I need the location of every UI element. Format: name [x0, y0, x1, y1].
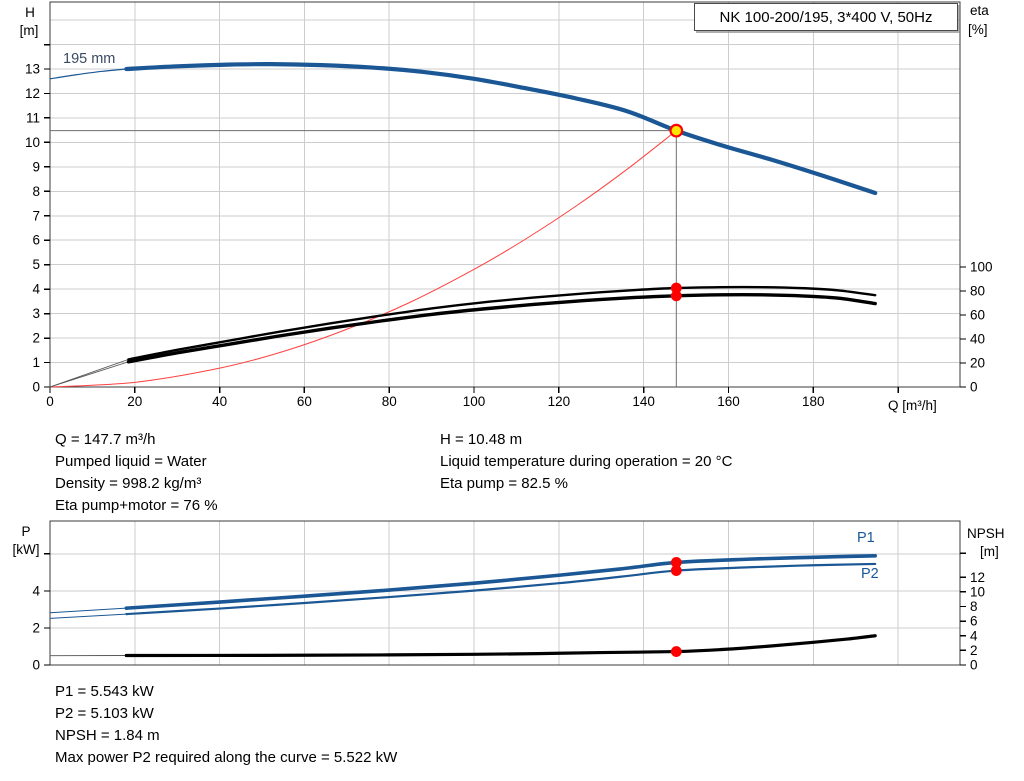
svg-text:12: 12	[25, 86, 40, 101]
svg-text:7: 7	[32, 208, 40, 223]
info-h: H = 10.48 m	[440, 431, 523, 448]
svg-text:3: 3	[32, 306, 40, 321]
svg-text:8: 8	[32, 184, 40, 199]
qh-curve	[124, 62, 878, 196]
info-eta-pump-motor: Eta pump+motor = 76 %	[55, 497, 218, 514]
svg-text:11: 11	[26, 110, 40, 125]
svg-text:80: 80	[970, 284, 985, 299]
p2-curve	[125, 562, 877, 616]
p1-curve-thin	[49, 607, 127, 614]
svg-text:4: 4	[32, 282, 40, 297]
svg-text:6: 6	[970, 614, 978, 629]
impeller-diameter-label: 195 mm	[63, 51, 116, 67]
eta-pump-curve	[127, 285, 877, 361]
svg-text:0: 0	[32, 658, 40, 673]
eta-pump-motor-curve	[126, 293, 877, 364]
svg-text:40: 40	[970, 332, 985, 347]
info-max-power: Max power P2 required along the curve = …	[55, 749, 398, 766]
p2-curve-label: P2	[861, 566, 879, 582]
svg-text:0: 0	[46, 394, 54, 409]
p1-curve	[124, 553, 877, 610]
info-liquid-temperature: Liquid temperature during operation = 20…	[440, 453, 733, 470]
svg-text:10: 10	[970, 584, 985, 599]
svg-text:2: 2	[32, 331, 40, 346]
svg-text:4: 4	[970, 628, 978, 643]
duty-point-dot	[670, 282, 682, 294]
operating-point-marker	[669, 123, 684, 138]
svg-text:20: 20	[127, 394, 142, 409]
system-curve	[49, 130, 677, 388]
svg-text:40: 40	[212, 394, 227, 409]
duty-point-dot	[670, 290, 682, 302]
info-density: Density = 998.2 kg/m³	[55, 475, 202, 492]
svg-text:140: 140	[632, 394, 655, 409]
svg-text:100: 100	[463, 394, 486, 409]
svg-text:0: 0	[32, 380, 40, 395]
svg-text:10: 10	[25, 135, 40, 150]
q-axis-label: Q [m³/h]	[888, 398, 937, 413]
svg-text:100: 100	[970, 260, 993, 275]
p-axis-label-symbol: P	[21, 524, 31, 539]
svg-text:120: 120	[548, 394, 571, 409]
npsh-axis-label-unit: [m]	[980, 544, 999, 559]
h-axis-label-symbol: H	[25, 5, 35, 20]
duty-point-dot	[670, 646, 682, 657]
svg-text:13: 13	[25, 62, 40, 77]
svg-text:4: 4	[32, 583, 40, 598]
duty-point-dot	[670, 565, 682, 576]
svg-text:160: 160	[717, 394, 740, 409]
h-axis-label-unit: [m]	[19, 23, 39, 38]
svg-text:6: 6	[32, 233, 40, 248]
duty-point-dot	[670, 557, 682, 568]
info-p2: P2 = 5.103 kW	[55, 705, 154, 722]
info-npsh: NPSH = 1.84 m	[55, 727, 160, 744]
info-q: Q = 147.7 m³/h	[55, 431, 156, 448]
p1-curve-label: P1	[857, 530, 875, 546]
svg-text:8: 8	[970, 599, 978, 614]
svg-text:9: 9	[32, 159, 40, 174]
svg-text:1: 1	[32, 355, 40, 370]
info-p1: P1 = 5.543 kW	[55, 683, 154, 700]
p2-curve-thin	[49, 613, 127, 619]
svg-text:80: 80	[382, 394, 397, 409]
qh-curve-thin	[49, 68, 127, 80]
svg-text:20: 20	[970, 356, 985, 371]
eta-pump-motor-lead	[49, 361, 129, 388]
svg-text:5: 5	[32, 257, 40, 272]
eta-axis-label-symbol: eta	[970, 3, 989, 18]
pump-title: NK 100-200/195, 3*400 V, 50Hz	[719, 8, 933, 26]
npsh-axis-label-symbol: NPSH	[967, 526, 1005, 541]
svg-text:12: 12	[970, 570, 985, 585]
svg-text:2: 2	[970, 643, 978, 658]
p-axis-label-unit: [kW]	[12, 542, 40, 557]
info-pumped-liquid: Pumped liquid = Water	[55, 453, 207, 470]
svg-text:2: 2	[32, 620, 40, 635]
npsh-curve	[124, 634, 877, 658]
eta-axis-label-unit: [%]	[968, 22, 988, 37]
svg-text:60: 60	[970, 308, 985, 323]
svg-text:0: 0	[970, 380, 978, 395]
info-eta-pump: Eta pump = 82.5 %	[440, 475, 568, 492]
svg-text:0: 0	[970, 658, 978, 673]
pump-title-box: NK 100-200/195, 3*400 V, 50Hz	[694, 3, 958, 31]
svg-text:180: 180	[802, 394, 825, 409]
svg-text:60: 60	[297, 394, 312, 409]
